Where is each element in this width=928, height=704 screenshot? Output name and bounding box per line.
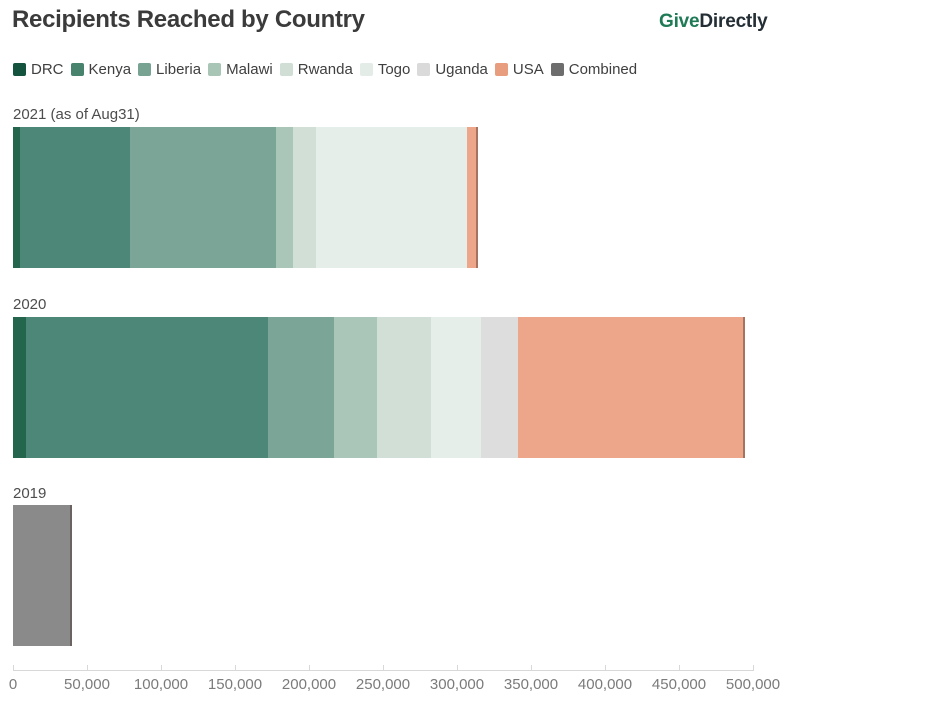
logo-directly: Directly: [699, 11, 768, 32]
x-axis-tick: [161, 665, 162, 670]
legend-item-uganda: Uganda: [417, 61, 488, 78]
x-axis-tick-label: 50,000: [64, 676, 110, 693]
x-axis-tick: [383, 665, 384, 670]
bar-segment-rwanda: [292, 127, 317, 268]
x-axis-tick: [753, 665, 754, 670]
bar-segment-kenya: [20, 127, 130, 268]
x-axis-tick: [13, 665, 14, 670]
legend-label: Uganda: [435, 61, 488, 78]
bar-segment-drc: [13, 317, 27, 458]
x-axis-tick: [235, 665, 236, 670]
bar-segment-drc: [13, 127, 21, 268]
x-axis-tick-label: 350,000: [503, 676, 559, 693]
legend-swatch-malawi: [208, 63, 222, 76]
bar-segment-usa: [518, 317, 745, 458]
x-axis-tick-label: 200,000: [281, 676, 337, 693]
x-axis-tick-label: 450,000: [651, 676, 707, 693]
legend-label: Liberia: [156, 61, 202, 78]
bar-label-2020: 2020: [13, 296, 47, 313]
legend-label: DRC: [31, 61, 64, 78]
bar-segment-liberia: [267, 317, 335, 458]
legend-swatch-kenya: [70, 63, 84, 76]
bar-2019: [13, 505, 73, 646]
legend-item-drc: DRC: [13, 61, 64, 78]
x-axis-tick-label: 400,000: [577, 676, 633, 693]
legend-label: Rwanda: [297, 61, 353, 78]
x-axis-tick: [679, 665, 680, 670]
bar-segment-combined: [13, 505, 73, 646]
legend-swatch-uganda: [417, 63, 431, 76]
bar-segment-usa: [467, 127, 478, 268]
x-axis-tick: [87, 665, 88, 670]
legend-swatch-rwanda: [279, 63, 293, 76]
bar-2020: [13, 317, 745, 458]
bar-2021: [13, 127, 478, 268]
legend-swatch-togo: [359, 63, 373, 76]
bar-label-2019: 2019: [13, 485, 47, 502]
x-axis-tick: [457, 665, 458, 670]
x-axis-line: [13, 670, 754, 671]
bar-segment-liberia: [129, 127, 277, 268]
bar-segment-togo: [431, 317, 482, 458]
logo-give: Give: [659, 11, 700, 32]
x-axis-tick: [605, 665, 606, 670]
legend-swatch-drc: [13, 63, 26, 76]
x-axis-tick-label: 300,000: [429, 676, 485, 693]
legend-item-liberia: Liberia: [138, 61, 201, 78]
legend-swatch-usa: [494, 63, 508, 76]
bar-segment-togo: [316, 127, 468, 268]
legend-item-combined: Combined: [550, 61, 638, 78]
legend-item-usa: USA: [494, 61, 544, 78]
legend-swatch-combined: [550, 63, 564, 76]
x-axis-tick-label: 500,000: [725, 676, 781, 693]
legend-label: Togo: [377, 61, 411, 78]
legend-label: Combined: [568, 61, 638, 78]
legend-swatch-liberia: [138, 63, 152, 76]
legend: DRC Kenya Liberia Malawi Rwanda Togo Uganda USA…: [13, 61, 644, 78]
bar-segment-rwanda: [377, 317, 432, 458]
x-axis-tick: [309, 665, 310, 670]
legend-item-togo: Togo: [359, 61, 411, 78]
page-title: Recipients Reached by Country: [12, 6, 365, 33]
x-axis-tick-label: 250,000: [355, 676, 411, 693]
x-axis-tick-label: 0: [8, 676, 18, 693]
legend-label: Malawi: [226, 61, 273, 78]
x-axis-tick-label: 150,000: [207, 676, 263, 693]
bar-segment-kenya: [26, 317, 268, 458]
bar-segment-uganda: [481, 317, 519, 458]
bar-segment-malawi: [276, 127, 293, 268]
x-axis-tick: [531, 665, 532, 670]
x-axis-tick-label: 100,000: [133, 676, 189, 693]
legend-label: Kenya: [88, 61, 132, 78]
legend-item-kenya: Kenya: [70, 61, 132, 78]
legend-item-malawi: Malawi: [208, 61, 273, 78]
bar-label-2021: 2021 (as of Aug31): [13, 106, 140, 123]
bar-segment-malawi: [334, 317, 378, 458]
legend-item-rwanda: Rwanda: [279, 61, 353, 78]
legend-label: USA: [512, 61, 544, 78]
givedirectly-logo: GiveDirectly: [659, 11, 768, 33]
